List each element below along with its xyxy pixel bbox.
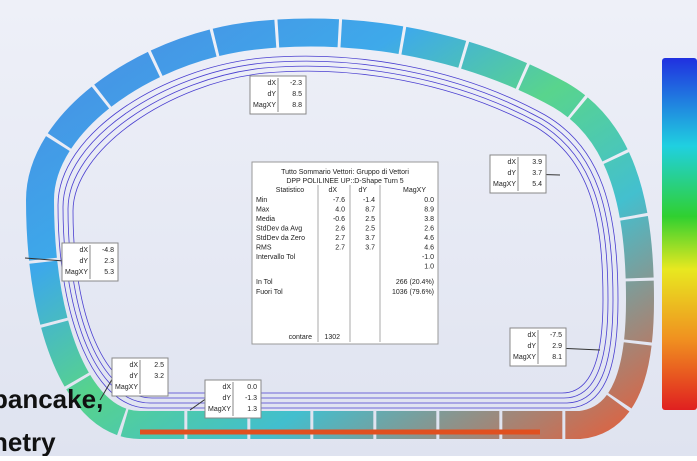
count-value: 1302 (324, 334, 340, 341)
cell: -0.6 (333, 216, 345, 223)
callout-value: -4.8 (102, 247, 114, 254)
callout: dX 0.0 dY -1.3 MagXY 1.3 (189, 379, 262, 419)
row-label: Intervallo Tol (256, 254, 296, 261)
callout-label: MagXY (493, 181, 516, 188)
callout-label: MagXY (253, 102, 276, 109)
callout-label: dY (507, 170, 516, 177)
summary-subtitle: DPP POLILINEE UP::D-Shape Turn 5 (286, 178, 403, 185)
row-label: Max (256, 206, 270, 213)
callout-value: -7.5 (550, 332, 562, 339)
callout-label: dY (527, 343, 536, 350)
callout-label: dX (527, 332, 536, 339)
row-label: Fuori Tol (256, 289, 283, 296)
cell: 4.6 (424, 244, 434, 251)
callout: dX -4.8 dY 2.3 MagXY 5.3 (24, 242, 119, 282)
cell: 3.8 (424, 216, 434, 223)
callout: dX -2.3 dY 8.5 MagXY 8.8 (249, 75, 307, 115)
callout-label: MagXY (115, 384, 138, 391)
cell: 1036 (79.6%) (392, 289, 434, 296)
callout-value: 3.2 (154, 373, 164, 380)
cell: 1.0 (424, 263, 434, 270)
cell: 3.7 (365, 235, 375, 242)
callout-value: 8.8 (292, 102, 302, 109)
summary-table: Tutto Sommario Vettori: Gruppo di Vettor… (251, 161, 439, 345)
cell: -7.6 (333, 197, 345, 204)
callout-value: 1.3 (247, 406, 257, 413)
callout-label: MagXY (513, 354, 536, 361)
callout-value: 0.0 (247, 384, 257, 391)
cell: 2.7 (335, 235, 345, 242)
callout-value: 2.9 (552, 343, 562, 350)
callout-label: dY (129, 373, 138, 380)
summary-title: Tutto Sommario Vettori: Gruppo di Vettor… (281, 169, 409, 176)
callout: dX 2.5 dY 3.2 MagXY (99, 357, 169, 401)
callout-label: dY (79, 258, 88, 265)
cell: 4.6 (424, 235, 434, 242)
callout-value: 8.1 (552, 354, 562, 361)
table-header: dX (328, 187, 337, 194)
callout-label: dY (222, 395, 231, 402)
table-header: MagXY (403, 187, 426, 194)
summary-box (251, 161, 439, 345)
cell: 2.7 (335, 244, 345, 251)
row-label: Min (256, 197, 267, 204)
callout-label: dX (222, 384, 231, 391)
color-scale (662, 58, 697, 410)
callout-value: -2.3 (290, 80, 302, 87)
cell: 2.5 (365, 216, 375, 223)
callout-value: -1.3 (245, 395, 257, 402)
cell: 2.6 (335, 225, 345, 232)
callout-value: 5.3 (104, 269, 114, 276)
callout-label: dX (79, 247, 88, 254)
table-header: Statistico (276, 187, 305, 194)
callout-value: 3.9 (532, 159, 542, 166)
callout-label: dX (129, 362, 138, 369)
cell: -1.0 (422, 254, 434, 261)
cell: 8.9 (424, 206, 434, 213)
cell: 8.7 (365, 206, 375, 213)
callout-label: dX (507, 159, 516, 166)
leader-line (24, 257, 65, 262)
callout-label: MagXY (65, 269, 88, 276)
leader-line (189, 397, 208, 411)
callout-value: 5.4 (532, 181, 542, 188)
cell: 3.7 (365, 244, 375, 251)
cell: 4.0 (335, 206, 345, 213)
cell: 0.0 (424, 197, 434, 204)
row-label: RMS (256, 244, 272, 251)
callout-label: dY (267, 91, 276, 98)
cell: 2.5 (365, 225, 375, 232)
callout-value: 3.7 (532, 170, 542, 177)
callout-value: 8.5 (292, 91, 302, 98)
callout-value: 2.3 (104, 258, 114, 265)
callout: dX -7.5 dY 2.9 MagXY 8.1 (509, 327, 601, 367)
cell: 266 (20.4%) (396, 279, 434, 286)
callout-label: dX (267, 80, 276, 87)
d-shape (25, 18, 655, 439)
row-label: StdDev da Avg (256, 225, 302, 232)
row-label: In Tol (256, 279, 273, 286)
table-header: dY (358, 187, 367, 194)
row-label: StdDev da Zero (256, 235, 305, 242)
count-label: contare (289, 334, 312, 341)
overlay-text: netry (0, 427, 56, 456)
row-label: Media (256, 216, 275, 223)
callout: dX 3.9 dY 3.7 MagXY 5.4 (489, 154, 561, 194)
callout-value: 2.5 (154, 362, 164, 369)
callout-label: MagXY (208, 406, 231, 413)
cell: 2.6 (424, 225, 434, 232)
overlay-text: pancake, (0, 384, 103, 414)
cell: -1.4 (363, 197, 375, 204)
